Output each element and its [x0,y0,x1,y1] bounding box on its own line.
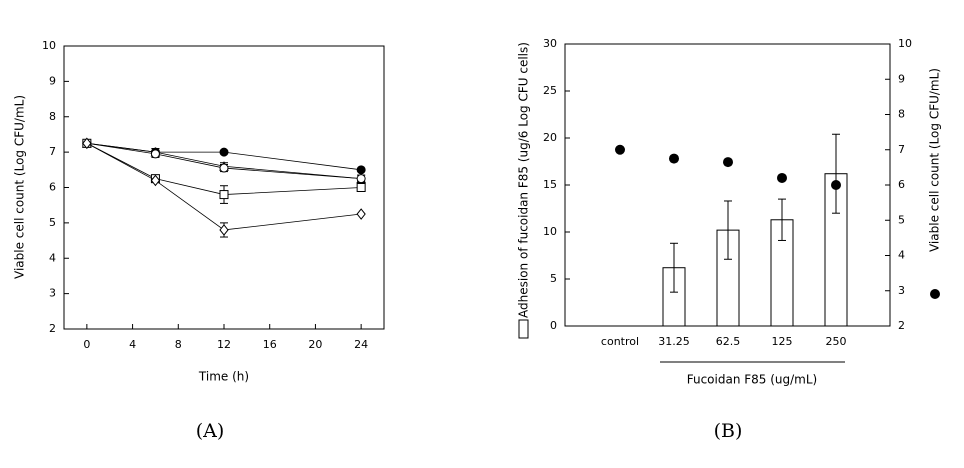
y2-tick-label: 6 [898,178,905,191]
point [723,157,733,168]
point [669,153,679,164]
y-tick-label: 4 [49,251,56,264]
y2-tick-label: 4 [898,249,905,262]
marker [219,224,229,236]
marker [356,208,366,220]
y-tick-label: 3 [49,287,56,300]
y2-tick-label: 7 [898,143,905,156]
legend-bar-swatch [518,319,529,339]
panel-label: (A) [196,420,225,442]
x-axis-title: Time (h) [198,370,249,384]
x-tick-label: 62.5 [716,335,741,348]
marker [150,149,160,159]
y-tick-label: 0 [550,319,557,332]
marker [219,147,229,157]
x-tick-label: 8 [175,338,182,351]
y-tick-label: 6 [49,181,56,194]
marker [356,174,366,184]
marker [219,163,229,173]
x-tick-label: 12 [217,338,231,351]
line [86,142,362,195]
y2-axis-title: Viable cell count (Log CFU/mL) [928,68,942,252]
y-tick-label: 2 [49,322,56,335]
y-tick-label: 9 [49,74,56,87]
point [615,144,625,155]
y-tick-label: 30 [543,37,557,50]
marker [356,183,366,192]
x-tick-label: 125 [772,335,793,348]
y2-tick-label: 9 [898,72,905,85]
x-tick-label: control [601,335,639,348]
x-tick-label: 0 [83,338,90,351]
y-tick-label: 5 [49,216,56,229]
y-axis-title: Adhesion of fucoidan F85 (ug/6 Log CFU c… [517,42,531,318]
marker [219,190,229,200]
y-tick-label: 15 [543,178,557,191]
y-tick-label: 20 [543,131,557,144]
point [777,172,787,183]
panel-label: (B) [714,420,743,442]
x-tick-label: 24 [354,338,368,351]
y-tick-label: 10 [543,225,557,238]
y-tick-label: 7 [49,145,56,158]
point [831,180,841,190]
y-tick-label: 8 [49,110,56,123]
y2-tick-label: 3 [898,284,905,297]
line [86,142,362,180]
x-tick-label: 250 [826,335,847,348]
x-tick-label: 4 [129,338,136,351]
y-tick-label: 10 [42,39,56,52]
x-axis-title: Fucoidan F85 (ug/mL) [687,373,818,387]
legend-point-swatch [930,289,940,299]
marker [150,174,161,187]
x-tick-label: 20 [308,338,322,351]
y-tick-label: 5 [550,272,557,285]
y-tick-label: 25 [543,84,557,97]
y2-tick-label: 2 [898,319,905,332]
y2-tick-label: 5 [898,213,905,226]
line [86,142,362,231]
x-tick-label: 31.25 [658,335,690,348]
y2-tick-label: 8 [898,108,905,121]
line [86,142,362,180]
marker [356,165,366,175]
y2-tick-label: 10 [898,37,912,50]
marker [82,137,92,150]
y-axis-title: Viable cell count (Log CFU/mL) [13,95,27,279]
x-tick-label: 16 [263,338,277,351]
